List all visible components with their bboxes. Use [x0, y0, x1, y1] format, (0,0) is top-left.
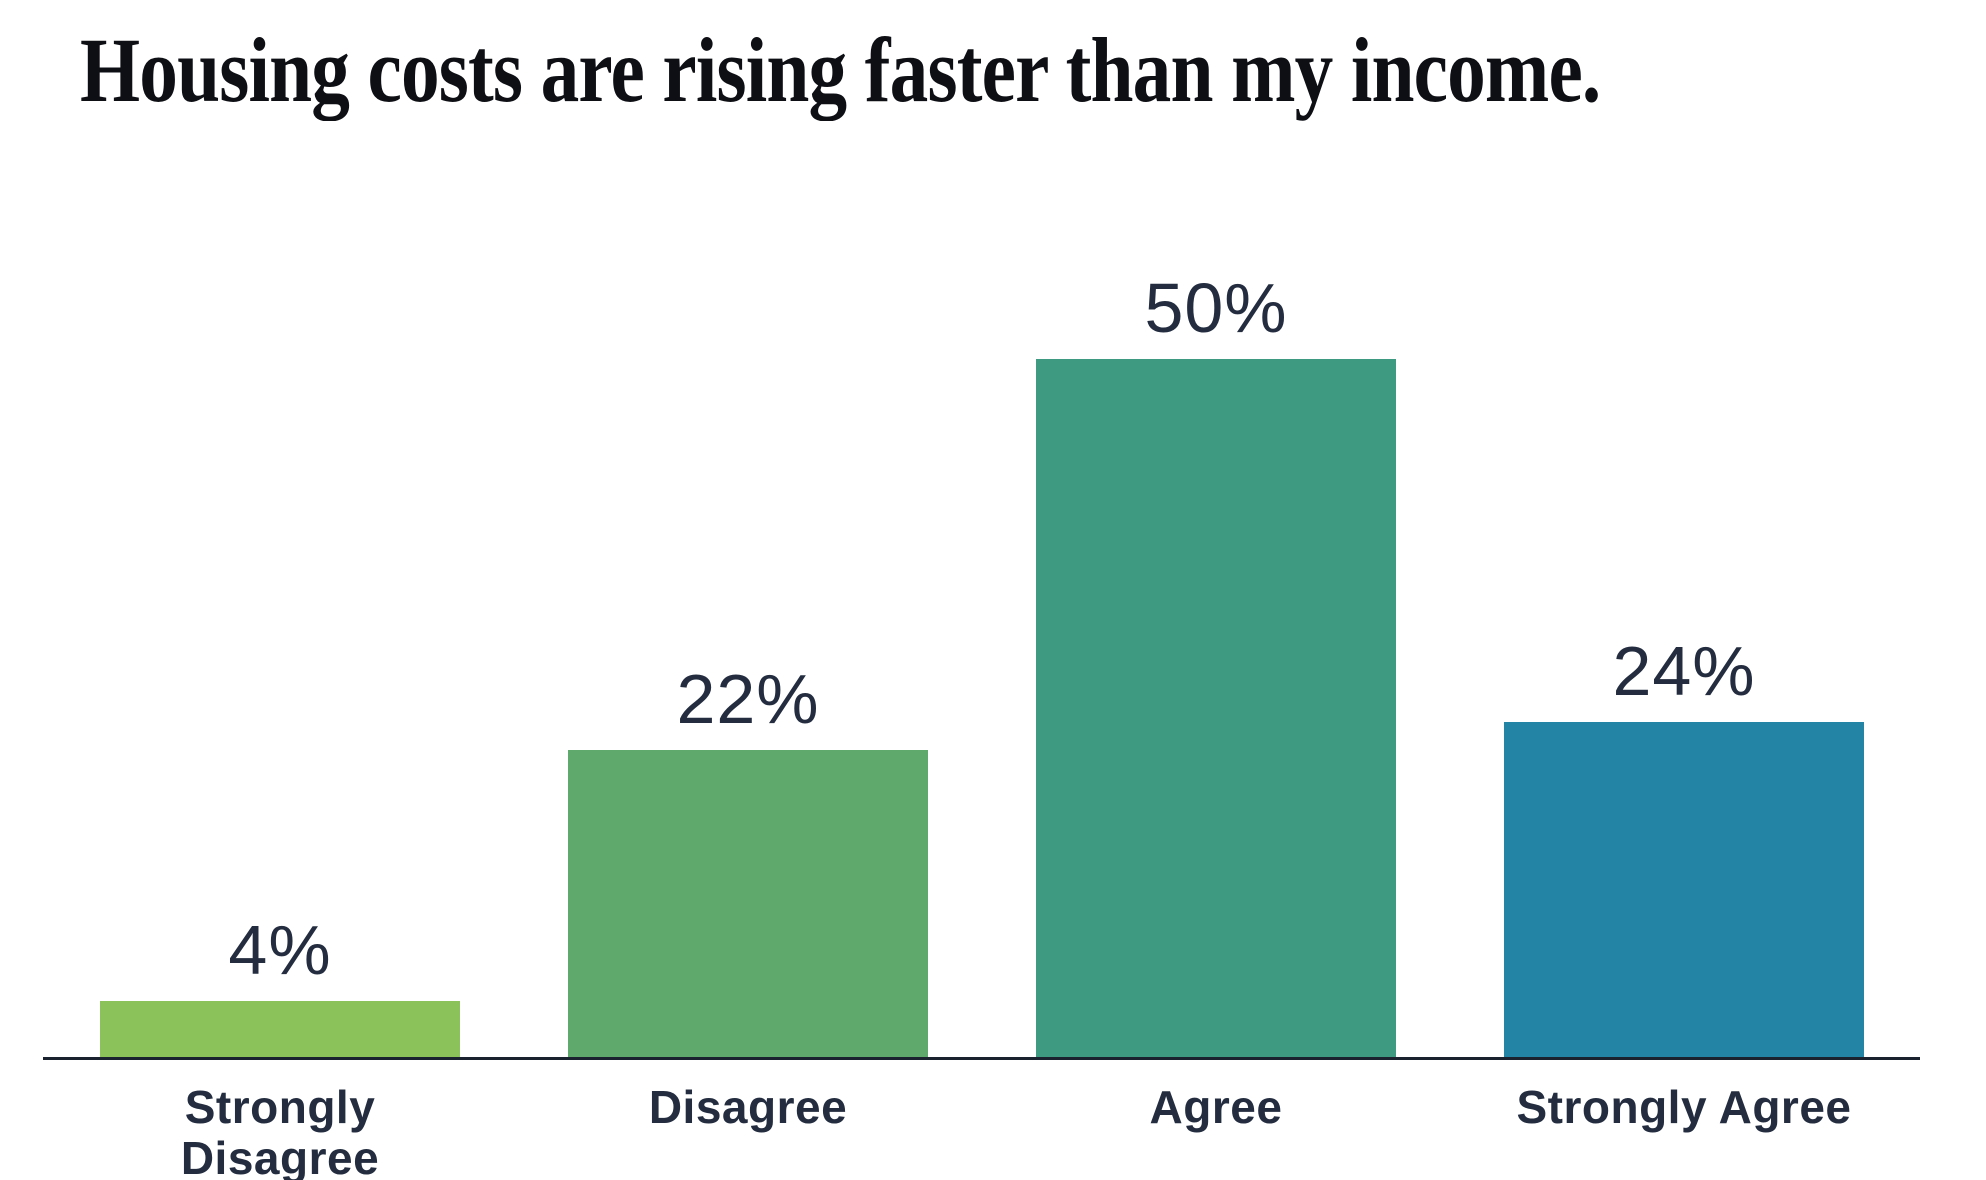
bar-column-strongly-disagree: 4%	[100, 915, 460, 1057]
bar-column-strongly-agree: 24%	[1504, 636, 1864, 1057]
x-axis-labels: Strongly Disagree Disagree Agree Strongl…	[100, 1082, 1864, 1180]
bar-disagree	[568, 750, 928, 1057]
value-label-agree: 50%	[1144, 269, 1288, 347]
bar-agree	[1036, 359, 1396, 1057]
chart-title: Housing costs are rising faster than my …	[80, 19, 1601, 121]
value-label-strongly-disagree: 4%	[228, 911, 332, 989]
x-axis-label-agree: Agree	[1149, 1081, 1283, 1133]
value-label-disagree: 22%	[676, 660, 820, 738]
bar-column-disagree: 22%	[568, 664, 928, 1057]
x-axis-label-strongly-agree: Strongly Agree	[1516, 1081, 1852, 1133]
x-axis-line	[43, 1057, 1920, 1060]
bar-strongly-disagree	[100, 1001, 460, 1057]
plot-area: 4% 22% 50% 24%	[100, 0, 1864, 1057]
x-axis-label-disagree: Disagree	[648, 1081, 848, 1133]
x-axis-label-strongly-disagree: Strongly Disagree	[180, 1081, 380, 1180]
value-label-strongly-agree: 24%	[1612, 632, 1756, 710]
bar-column-agree: 50%	[1036, 273, 1396, 1057]
bar-strongly-agree	[1504, 722, 1864, 1057]
